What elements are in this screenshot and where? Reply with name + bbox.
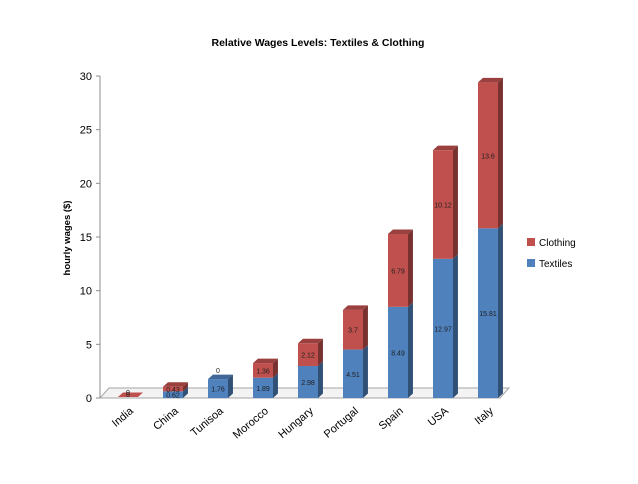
data-label-textiles-italy: 15.81: [479, 311, 497, 318]
bar-top-india: [118, 392, 143, 397]
bar-clothing-portugal: [343, 309, 363, 350]
bar-clothing-china: [163, 386, 183, 392]
y-tick-label: 0: [86, 393, 92, 405]
legend: Clothing Textiles: [527, 238, 576, 270]
data-label-textiles-morocco: 1.89: [256, 386, 270, 393]
bar-side-clothing-morocco: [273, 358, 278, 378]
bar-side-clothing-china: [183, 382, 188, 392]
bar-side-textiles-hungary: [318, 361, 323, 398]
y-tick-label: 30: [80, 71, 92, 83]
bar-top-morocco: [253, 358, 278, 364]
bar-side-textiles-portugal: [363, 345, 368, 398]
x-tick-label-morocco: Morocco: [231, 405, 271, 441]
legend-swatch-textiles: [527, 259, 535, 267]
bar-textiles-morocco: [253, 377, 273, 398]
legend-swatch-clothing: [527, 238, 535, 246]
x-tick-label-spain: Spain: [377, 405, 406, 432]
y-tick-label: 15: [80, 232, 92, 244]
x-tick-label-india: India: [110, 405, 137, 430]
bar-side-textiles-italy: [498, 223, 503, 398]
data-label-textiles-usa: 12.97: [434, 326, 452, 333]
bar-top-hungary: [298, 338, 323, 344]
y-axis-label: hourly wages ($): [62, 201, 73, 276]
bar-side-textiles-morocco: [273, 373, 278, 398]
bar-clothing-italy: [478, 82, 498, 229]
bar-top-spain: [388, 229, 413, 234]
bar-textiles-tunisoa: [208, 379, 228, 398]
y-tick-label: 10: [80, 286, 92, 298]
bar-clothing-hungary: [298, 343, 318, 367]
bar-side-textiles-usa: [453, 254, 458, 398]
data-label-textiles-india: 0: [126, 392, 130, 399]
bar-textiles-hungary: [298, 366, 318, 398]
x-tick-label-italy: Italy: [473, 405, 497, 427]
data-label-clothing-hungary: 2.12: [301, 353, 315, 360]
bar-side-clothing-usa: [453, 145, 458, 259]
bar-side-textiles-spain: [408, 302, 413, 398]
x-tick-label-portugal: Portugal: [322, 405, 361, 441]
bar-textiles-china: [163, 391, 183, 398]
data-label-textiles-spain: 8.49: [391, 350, 405, 357]
bar-clothing-morocco: [253, 363, 273, 378]
x-tick-label-usa: USA: [426, 405, 452, 429]
bar-textiles-portugal: [343, 349, 363, 398]
legend-label-clothing: Clothing: [539, 238, 576, 249]
bar-clothing-usa: [433, 150, 453, 259]
data-label-clothing-tunisoa: 0: [216, 368, 220, 375]
bar-side-clothing-spain: [408, 229, 413, 307]
data-labels-group: 00 0.620.43 1.7601.891.362.982.124.513.78.…: [126, 153, 497, 399]
bar-top-italy: [478, 77, 503, 83]
x-tick-label-hungary: Hungary: [276, 405, 316, 441]
data-label-clothing-portugal: 3.7: [348, 328, 358, 335]
data-label-clothing-morocco: 1.36: [256, 368, 270, 375]
chart-title: Relative Wages Levels: Textiles & Clothi…: [212, 37, 425, 49]
legend-label-textiles: Textiles: [539, 259, 572, 270]
y-tick-label: 5: [86, 339, 92, 351]
data-label-clothing-usa: 10.12: [434, 202, 452, 209]
y-tick-label: 25: [80, 125, 92, 137]
bar-side-textiles-china: [183, 386, 188, 398]
x-tick-label-tunisoa: Tunisoa: [189, 405, 227, 440]
bar-top-usa: [433, 145, 458, 151]
y-tick-label: 20: [80, 178, 92, 190]
bar-top-china: [163, 382, 188, 387]
bar-side-clothing-hungary: [318, 338, 323, 367]
x-tick-labels: India China Tunisoa Morocco Hungary Portugal S…: [110, 405, 496, 442]
bar-textiles-spain: [388, 306, 408, 398]
bar-side-textiles-tunisoa: [228, 374, 233, 398]
bar-side-clothing-italy: [498, 77, 503, 229]
bar-side-clothing-portugal: [363, 305, 368, 350]
data-label-clothing-india: 0: [126, 390, 130, 397]
data-label-clothing-italy: 13.6: [481, 153, 495, 160]
data-label-textiles-china: 0.62: [166, 393, 180, 400]
data-label-textiles-hungary: 2.98: [301, 380, 315, 387]
bar-clothing-spain: [388, 233, 408, 307]
data-label-textiles-tunisoa: 1.76: [211, 387, 225, 394]
x-tick-label-china: China: [151, 405, 181, 433]
bars-group: [118, 77, 503, 398]
data-label-textiles-portugal: 4.51: [346, 372, 360, 379]
bar-top-portugal: [343, 305, 368, 310]
bar-top-tunisoa: [208, 374, 233, 380]
data-label-clothing-china: 0.43: [166, 387, 180, 394]
bar-textiles-italy: [478, 228, 498, 398]
bar-textiles-usa: [433, 258, 453, 398]
data-label-clothing-spain: 6.79: [391, 268, 405, 275]
